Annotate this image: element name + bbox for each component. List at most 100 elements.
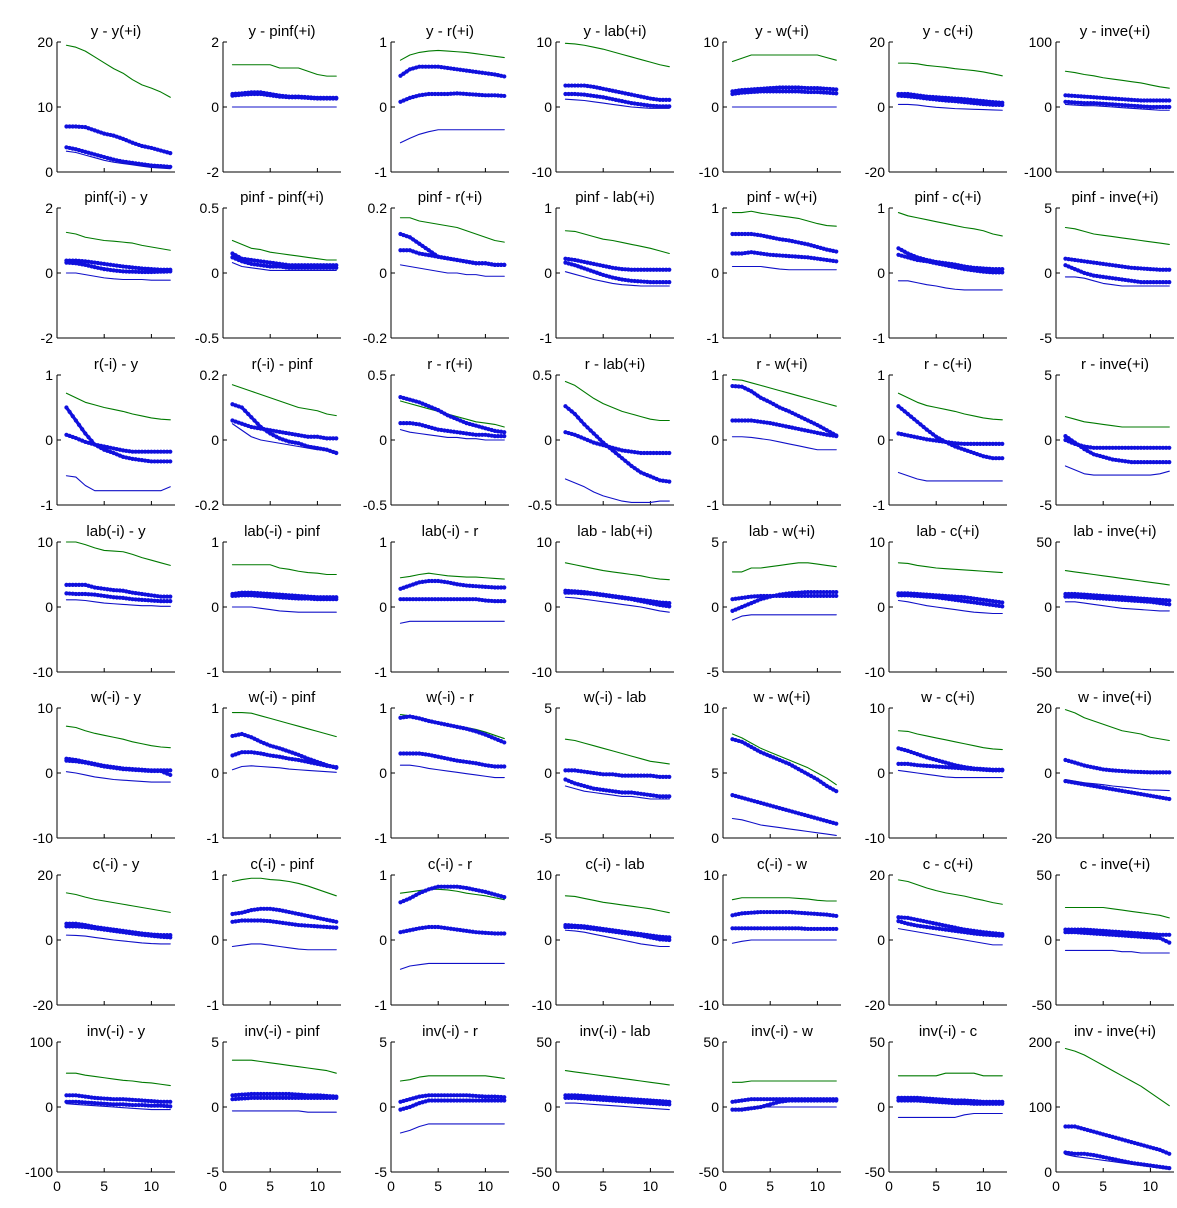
series-point	[971, 931, 977, 936]
series-point	[286, 439, 292, 444]
series-point	[83, 259, 88, 264]
series-point	[597, 927, 603, 932]
series-point	[502, 430, 507, 435]
series-point	[483, 261, 488, 266]
series-point	[1126, 933, 1131, 938]
series-point	[404, 1105, 409, 1110]
series-point	[632, 932, 637, 937]
series-point	[470, 432, 475, 437]
series-line-lower	[731, 1106, 837, 1111]
series-point	[1129, 97, 1134, 102]
series-point	[1079, 94, 1084, 99]
series-line-lower	[231, 262, 337, 271]
series-point	[261, 427, 267, 432]
series-point	[657, 794, 662, 799]
series-point	[98, 443, 104, 448]
series-point	[464, 431, 469, 436]
series-point	[1119, 788, 1125, 793]
series-point	[821, 781, 826, 786]
series-line-upper	[564, 380, 670, 422]
series-point	[827, 1098, 833, 1103]
series-point	[1119, 277, 1125, 282]
series-point	[1101, 932, 1106, 937]
series-point	[398, 1099, 403, 1104]
series-point	[582, 436, 587, 441]
series-point	[896, 761, 901, 767]
series-point	[92, 128, 97, 133]
series-point	[968, 100, 973, 105]
series-point	[467, 760, 472, 765]
series-point	[143, 162, 148, 167]
series-point	[582, 1096, 587, 1101]
series-point	[480, 597, 485, 603]
series-point	[1000, 441, 1005, 446]
series-point	[249, 1091, 254, 1097]
series-point	[426, 248, 431, 253]
series-point	[780, 423, 785, 428]
series-point	[283, 265, 289, 270]
series-point	[651, 773, 656, 779]
series-point	[461, 430, 466, 436]
series-point	[755, 594, 760, 599]
series-point	[1119, 1158, 1125, 1164]
series-point	[771, 1097, 776, 1102]
series-point	[420, 1094, 425, 1099]
series-point	[645, 934, 650, 939]
series-point	[648, 103, 653, 108]
series-point	[73, 418, 78, 423]
series-point	[89, 592, 94, 597]
y-tick-label: 1	[211, 700, 219, 716]
series-point	[274, 754, 279, 759]
series-point	[274, 1091, 279, 1097]
series-point	[563, 256, 568, 261]
series-point	[442, 925, 447, 930]
series-point	[321, 1095, 326, 1100]
series-point	[934, 926, 939, 931]
subplot-title: r(-i) - pinf	[252, 356, 314, 373]
series-point	[651, 450, 656, 456]
series-point	[477, 888, 482, 893]
series-point	[492, 736, 497, 741]
series-line-lower	[1064, 601, 1170, 612]
series-point	[746, 250, 751, 255]
series-point	[563, 768, 568, 773]
series-point	[417, 751, 422, 756]
series-point	[324, 924, 329, 930]
series-point	[483, 1094, 488, 1099]
series-point	[956, 265, 961, 270]
subplot: w(-i) - lab-505	[540, 689, 674, 846]
series-point	[305, 756, 311, 761]
series-point	[271, 264, 276, 269]
series-point	[1167, 98, 1172, 103]
series-point	[489, 433, 494, 438]
series-point	[467, 1098, 472, 1103]
series-point	[442, 1098, 447, 1103]
series-point	[651, 103, 656, 109]
series-point	[764, 252, 770, 257]
series-point	[1135, 279, 1140, 284]
series-point	[623, 277, 628, 283]
series-point	[321, 96, 326, 101]
y-tick-label: -50	[1032, 997, 1052, 1013]
series-point	[404, 751, 409, 756]
series-point	[277, 595, 282, 600]
series-point	[924, 924, 929, 930]
series-point	[1126, 769, 1131, 774]
series-point	[607, 88, 612, 93]
series-point	[805, 89, 811, 95]
series-point	[821, 86, 826, 91]
series-point	[1085, 782, 1090, 788]
series-point	[473, 423, 479, 428]
series-point	[155, 459, 160, 464]
series-point	[896, 593, 901, 598]
series-point	[117, 135, 123, 140]
series-point	[623, 448, 628, 453]
series-point	[579, 83, 584, 88]
series-point	[152, 459, 157, 464]
series-point	[579, 259, 584, 264]
series-point	[473, 69, 479, 74]
series-point	[1123, 445, 1128, 450]
series-point	[473, 432, 479, 437]
series-point	[467, 929, 472, 934]
series-point	[1066, 439, 1071, 444]
